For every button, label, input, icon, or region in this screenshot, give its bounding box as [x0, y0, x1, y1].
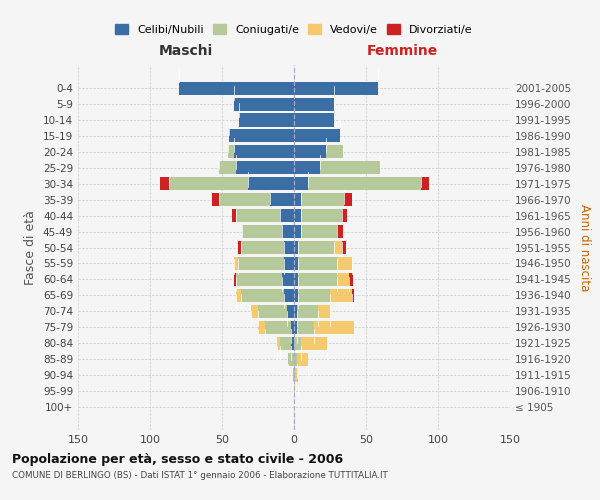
Bar — [236, 162, 294, 174]
Bar — [293, 368, 294, 382]
Bar — [298, 257, 337, 270]
Bar — [294, 289, 298, 302]
Bar — [334, 241, 341, 254]
Bar — [284, 241, 294, 254]
Bar — [258, 320, 265, 334]
Bar — [258, 304, 287, 318]
Bar — [330, 289, 352, 302]
Bar — [241, 289, 284, 302]
Bar — [319, 304, 330, 318]
Bar — [421, 177, 430, 190]
Bar — [294, 241, 298, 254]
Bar — [301, 336, 327, 349]
Bar — [344, 193, 352, 206]
Bar — [229, 130, 294, 142]
Bar — [297, 320, 314, 334]
Bar — [287, 304, 294, 318]
Bar — [265, 320, 291, 334]
Bar — [238, 241, 241, 254]
Bar — [301, 209, 341, 222]
Bar — [233, 273, 236, 286]
Bar — [314, 320, 355, 334]
Bar — [242, 225, 283, 238]
Bar — [236, 209, 280, 222]
Bar — [280, 209, 294, 222]
Bar — [320, 162, 380, 174]
Text: Maschi: Maschi — [159, 44, 213, 58]
Legend: Celibi/Nubili, Coniugati/e, Vedovi/e, Divorziati/e: Celibi/Nubili, Coniugati/e, Vedovi/e, Di… — [111, 20, 477, 39]
Bar — [326, 146, 343, 158]
Bar — [308, 177, 421, 190]
Bar — [169, 177, 248, 190]
Bar — [294, 98, 334, 110]
Bar — [233, 257, 238, 270]
Bar — [294, 193, 301, 206]
Bar — [238, 257, 284, 270]
Bar — [294, 320, 297, 334]
Bar — [294, 82, 377, 94]
Bar — [239, 114, 294, 126]
Bar — [288, 352, 294, 366]
Bar — [291, 320, 294, 334]
Bar — [294, 146, 326, 158]
Bar — [294, 336, 301, 349]
Bar — [160, 177, 169, 190]
Bar — [291, 336, 294, 349]
Bar — [248, 177, 294, 190]
Bar — [283, 225, 294, 238]
Bar — [219, 193, 269, 206]
Text: Femmine: Femmine — [367, 44, 437, 58]
Bar — [294, 177, 308, 190]
Bar — [337, 257, 352, 270]
Bar — [277, 336, 280, 349]
Bar — [295, 368, 298, 382]
Bar — [337, 273, 349, 286]
Bar — [349, 273, 353, 286]
Bar — [294, 257, 298, 270]
Bar — [298, 241, 334, 254]
Bar — [298, 289, 330, 302]
Bar — [294, 114, 334, 126]
Bar — [294, 304, 297, 318]
Bar — [352, 289, 355, 302]
Bar — [241, 241, 284, 254]
Bar — [236, 273, 283, 286]
Bar — [294, 368, 295, 382]
Text: COMUNE DI BERLINGO (BS) - Dati ISTAT 1° gennaio 2006 - Elaborazione TUTTITALIA.I: COMUNE DI BERLINGO (BS) - Dati ISTAT 1° … — [12, 472, 388, 480]
Y-axis label: Anni di nascita: Anni di nascita — [578, 204, 591, 291]
Bar — [341, 241, 346, 254]
Bar — [233, 146, 294, 158]
Bar — [297, 352, 308, 366]
Bar — [284, 289, 294, 302]
Bar — [294, 273, 298, 286]
Bar — [294, 162, 320, 174]
Bar — [294, 209, 301, 222]
Bar — [294, 352, 297, 366]
Bar — [294, 384, 295, 398]
Bar — [294, 225, 301, 238]
Bar — [251, 304, 258, 318]
Bar — [301, 225, 337, 238]
Bar — [337, 225, 343, 238]
Bar — [298, 273, 337, 286]
Bar — [297, 304, 319, 318]
Bar — [284, 257, 294, 270]
Bar — [236, 289, 241, 302]
Bar — [233, 98, 294, 110]
Bar — [212, 193, 219, 206]
Bar — [280, 336, 291, 349]
Bar — [294, 130, 340, 142]
Y-axis label: Fasce di età: Fasce di età — [25, 210, 37, 285]
Bar — [301, 193, 344, 206]
Bar — [341, 209, 347, 222]
Bar — [179, 82, 294, 94]
Bar — [228, 146, 233, 158]
Bar — [269, 193, 294, 206]
Bar — [283, 273, 294, 286]
Bar — [232, 209, 236, 222]
Bar — [219, 162, 236, 174]
Text: Popolazione per età, sesso e stato civile - 2006: Popolazione per età, sesso e stato civil… — [12, 452, 343, 466]
